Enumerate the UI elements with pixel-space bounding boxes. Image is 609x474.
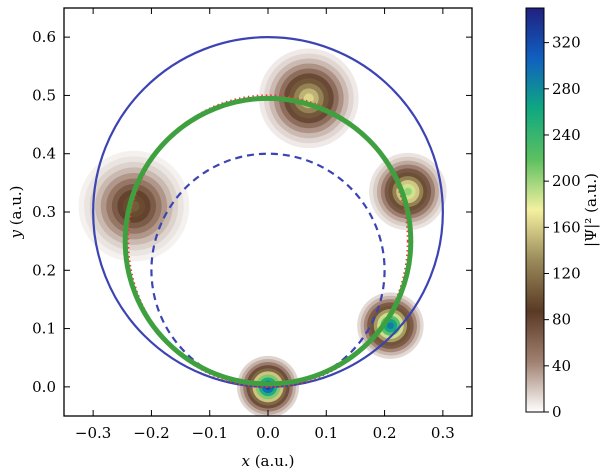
colorbar-tick-label: 160: [552, 218, 581, 236]
curve-layer: [92, 36, 444, 388]
y-tick-label: 0.6: [32, 28, 56, 46]
y-tick-label: 0.2: [32, 261, 56, 279]
x-tick-label: 0.3: [431, 424, 455, 442]
y-tick-label: 0.0: [32, 378, 56, 396]
x-tick-label: 0.2: [373, 424, 397, 442]
colorbar-tick-label: 200: [552, 172, 581, 190]
y-tick-label: 0.3: [32, 203, 56, 221]
path-curve: [127, 94, 409, 388]
colorbar-tick-label: 80: [552, 311, 571, 329]
y-axis-title: y (a.u.): [7, 185, 25, 239]
colorbar-tick-label: 0: [552, 403, 562, 421]
x-tick-label: −0.3: [75, 424, 111, 442]
colorbar-ticks: 0 40 80 120 160 200 240 280 320: [544, 34, 581, 421]
x-tick-label: −0.2: [133, 424, 169, 442]
density-layer: [78, 48, 447, 416]
colorbar-title: |Ψ|² (a.u.): [582, 173, 600, 247]
x-tick-label: 0.0: [256, 424, 280, 442]
inner-circle-curve: [150, 152, 386, 388]
density-blob: [258, 48, 359, 149]
x-tick-label: −0.1: [191, 424, 227, 442]
x-axis-title: x (a.u.): [241, 452, 294, 470]
x-axis-ticks: −0.3 −0.2 −0.1 0.0 0.1 0.2 0.3: [75, 8, 455, 442]
y-tick-label: 0.4: [32, 145, 56, 163]
colorbar: [525, 7, 545, 413]
colorbar-tick-label: 120: [552, 264, 581, 282]
colorbar-tick-label: 40: [552, 357, 571, 375]
path-curve: [122, 95, 414, 387]
density-blob: [357, 292, 424, 359]
y-tick-label: 0.1: [32, 320, 56, 338]
colorbar-tick-label: 320: [552, 34, 581, 52]
colorbar-tick-label: 240: [552, 126, 581, 144]
density-blob: [78, 150, 190, 262]
y-tick-label: 0.5: [32, 86, 56, 104]
colorbar-tick-label: 280: [552, 80, 581, 98]
y-axis-ticks: 0.0 0.1 0.2 0.3 0.4 0.5 0.6: [32, 28, 472, 396]
x-tick-label: 0.1: [314, 424, 338, 442]
